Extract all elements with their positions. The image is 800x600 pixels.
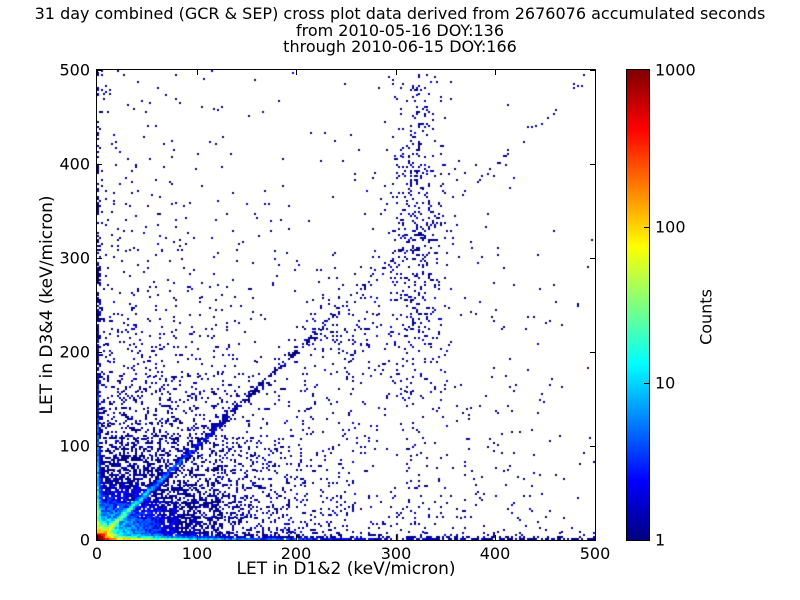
title-line-3: through 2010-06-15 DOY:166 — [283, 37, 517, 56]
x-tick-label: 200 — [280, 544, 312, 563]
title-line-2: from 2010-05-16 DOY:136 — [295, 20, 504, 40]
y-tick-label: 0 — [79, 530, 90, 550]
y-tick-mark — [97, 352, 102, 353]
y-axis-label: LET in D3&4 (keV/micron) — [37, 195, 57, 415]
y-tick-mark-right — [590, 70, 595, 71]
x-tick-mark — [197, 535, 198, 540]
x-tick-label: 400 — [479, 544, 511, 563]
x-tick-mark — [296, 535, 297, 540]
colorbar-tick-mark — [644, 383, 649, 384]
y-tick-mark-right — [590, 540, 595, 541]
y-tick-mark — [97, 540, 102, 541]
x-tick-mark — [495, 535, 496, 540]
colorbar-tick-mark — [644, 227, 649, 228]
x-tick-mark-top — [495, 70, 496, 75]
colorbar-tick-label: 10 — [655, 373, 676, 393]
y-tick-label: 400 — [59, 154, 90, 174]
x-tick-mark — [595, 535, 596, 540]
y-tick-label: 300 — [59, 248, 90, 268]
y-tick-label: 500 — [59, 60, 90, 80]
y-tick-mark — [97, 70, 102, 71]
x-tick-label: 0 — [91, 544, 103, 563]
y-tick-mark — [97, 258, 102, 259]
x-tick-mark — [396, 535, 397, 540]
x-tick-mark-top — [197, 70, 198, 75]
x-tick-mark-top — [595, 70, 596, 75]
x-tick-mark-top — [296, 70, 297, 75]
x-tick-label: 100 — [181, 544, 213, 563]
y-tick-mark — [97, 446, 102, 447]
y-tick-mark-right — [590, 352, 595, 353]
plot-area — [96, 69, 596, 541]
scatter-canvas — [97, 70, 595, 540]
colorbar-tick-label: 100 — [655, 217, 686, 237]
title-line-1: 31 day combined (GCR & SEP) cross plot d… — [34, 4, 766, 23]
x-axis-label: LET in D1&2 (keV/micron) — [236, 559, 456, 579]
y-tick-mark-right — [590, 258, 595, 259]
x-tick-mark-top — [97, 70, 98, 75]
colorbar — [626, 69, 650, 541]
colorbar-label: Counts — [696, 289, 716, 345]
y-tick-label: 100 — [59, 436, 90, 456]
x-tick-mark — [97, 535, 98, 540]
colorbar-tick-label: 1 — [655, 530, 666, 550]
y-tick-label: 200 — [59, 342, 90, 362]
x-tick-mark-top — [396, 70, 397, 75]
colorbar-gradient — [627, 70, 649, 540]
colorbar-tick-label: 1000 — [655, 60, 696, 80]
chart-title: 31 day combined (GCR & SEP) cross plot d… — [0, 4, 800, 56]
x-tick-label: 300 — [380, 544, 412, 563]
y-tick-mark — [97, 164, 102, 165]
y-tick-mark-right — [590, 164, 595, 165]
x-tick-label: 500 — [579, 544, 611, 563]
y-tick-mark-right — [590, 446, 595, 447]
